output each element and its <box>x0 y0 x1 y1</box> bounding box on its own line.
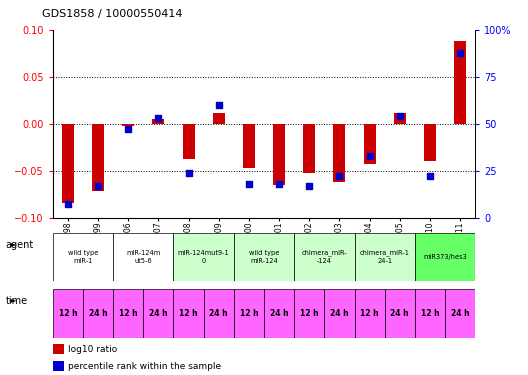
Bar <box>153 119 164 124</box>
Bar <box>143 289 174 338</box>
Bar <box>273 124 285 185</box>
Point <box>305 183 314 189</box>
Point <box>395 113 404 119</box>
Text: 12 h: 12 h <box>59 309 77 318</box>
Bar <box>113 289 143 338</box>
Bar <box>243 124 255 168</box>
Bar <box>354 232 415 281</box>
Text: 12 h: 12 h <box>300 309 318 318</box>
Bar <box>264 289 294 338</box>
Point <box>365 153 374 159</box>
Bar <box>354 289 385 338</box>
Bar <box>303 124 315 172</box>
Bar <box>294 289 324 338</box>
Bar <box>364 124 375 164</box>
Text: 12 h: 12 h <box>180 309 198 318</box>
Bar <box>234 232 294 281</box>
Bar <box>92 124 104 191</box>
Bar <box>174 232 234 281</box>
Bar <box>324 289 354 338</box>
Bar <box>415 289 445 338</box>
Text: 24 h: 24 h <box>330 309 348 318</box>
Bar <box>53 289 83 338</box>
Text: wild type
miR-124: wild type miR-124 <box>249 250 279 264</box>
Text: 24 h: 24 h <box>210 309 228 318</box>
Bar <box>294 232 354 281</box>
Text: miR373/hes3: miR373/hes3 <box>423 254 467 260</box>
Point <box>335 173 344 179</box>
Bar <box>234 289 264 338</box>
Point <box>64 201 72 207</box>
Text: 12 h: 12 h <box>360 309 379 318</box>
Bar <box>424 124 436 161</box>
Point <box>275 181 284 187</box>
Bar <box>53 232 113 281</box>
Bar <box>415 232 475 281</box>
Bar <box>204 289 234 338</box>
Bar <box>113 232 174 281</box>
Text: chimera_miR-1
24-1: chimera_miR-1 24-1 <box>360 250 410 264</box>
Bar <box>183 124 195 159</box>
Text: time: time <box>5 296 27 306</box>
Text: ►: ► <box>5 240 17 249</box>
Text: miR-124m
ut5-6: miR-124m ut5-6 <box>126 250 161 264</box>
Text: ►: ► <box>5 296 17 305</box>
Bar <box>62 124 74 203</box>
Point <box>154 115 163 121</box>
Text: 24 h: 24 h <box>391 309 409 318</box>
Point <box>426 173 434 179</box>
Text: 12 h: 12 h <box>421 309 439 318</box>
Point <box>456 50 464 55</box>
Text: agent: agent <box>5 240 34 250</box>
Text: 24 h: 24 h <box>89 309 107 318</box>
Text: 12 h: 12 h <box>240 309 258 318</box>
Point <box>214 102 223 108</box>
Bar <box>174 289 204 338</box>
Text: chimera_miR-
-124: chimera_miR- -124 <box>301 250 347 264</box>
Text: GDS1858 / 10000550414: GDS1858 / 10000550414 <box>42 9 183 19</box>
Point <box>124 126 133 132</box>
Point <box>244 181 253 187</box>
Text: 12 h: 12 h <box>119 309 137 318</box>
Text: log10 ratio: log10 ratio <box>68 345 117 354</box>
Text: 24 h: 24 h <box>270 309 288 318</box>
Bar <box>333 124 345 182</box>
Bar <box>385 289 415 338</box>
Point <box>184 170 193 176</box>
Text: miR-124mut9-1
0: miR-124mut9-1 0 <box>178 250 230 264</box>
Bar <box>213 112 225 124</box>
Text: wild type
miR-1: wild type miR-1 <box>68 250 98 264</box>
Text: 24 h: 24 h <box>451 309 469 318</box>
Text: percentile rank within the sample: percentile rank within the sample <box>68 362 221 370</box>
Point <box>94 183 102 189</box>
Bar <box>122 124 134 126</box>
Bar <box>454 41 466 124</box>
Bar <box>394 112 406 124</box>
Bar <box>445 289 475 338</box>
Bar <box>83 289 113 338</box>
Text: 24 h: 24 h <box>149 309 168 318</box>
